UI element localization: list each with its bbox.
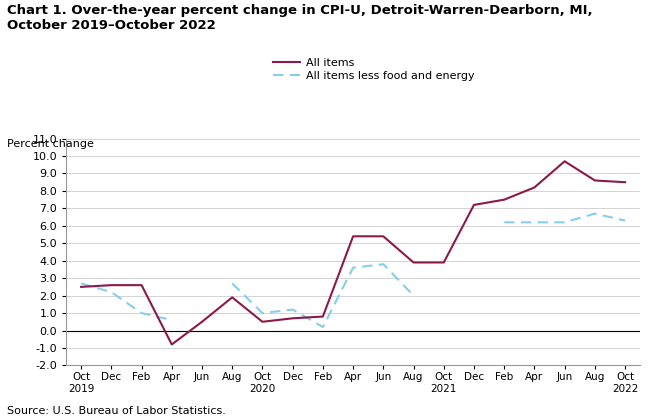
Text: Percent change: Percent change — [7, 139, 94, 149]
Legend: All items, All items less food and energy: All items, All items less food and energ… — [273, 58, 475, 81]
Text: Chart 1. Over-the-year percent change in CPI-U, Detroit-Warren-Dearborn, MI,
Oct: Chart 1. Over-the-year percent change in… — [7, 4, 592, 32]
Text: Source: U.S. Bureau of Labor Statistics.: Source: U.S. Bureau of Labor Statistics. — [7, 406, 226, 416]
